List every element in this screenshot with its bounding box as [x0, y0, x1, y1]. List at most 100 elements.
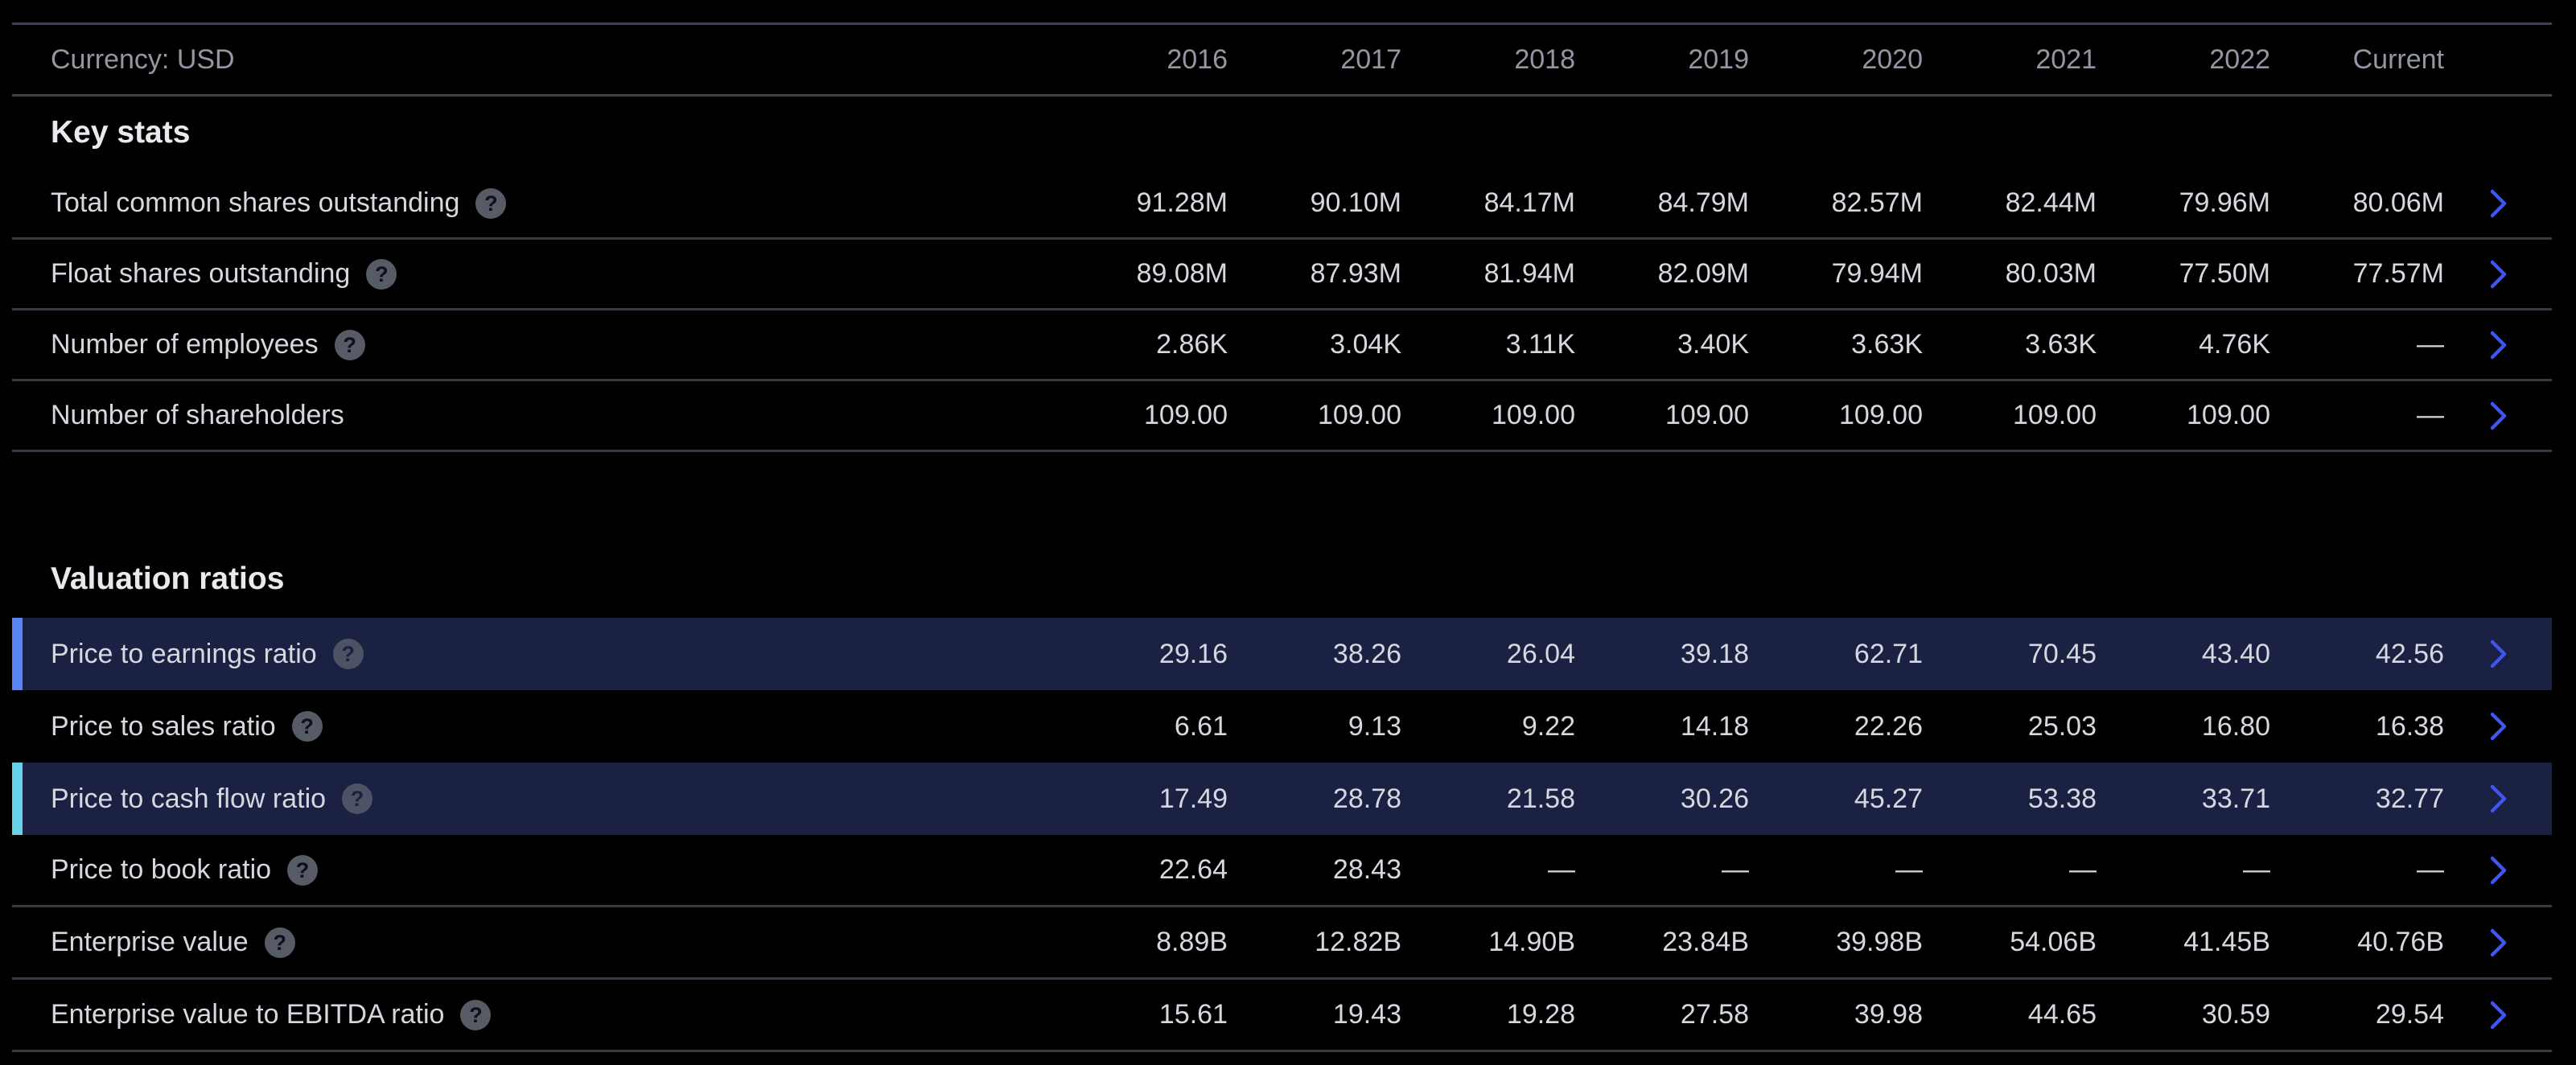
- column-header-2022: 2022: [2097, 44, 2270, 76]
- cell-value: 39.18: [1680, 638, 1749, 669]
- cell-value: 39.98: [1854, 999, 1923, 1030]
- row-expand-chevron[interactable]: [2444, 310, 2552, 379]
- column-header-2018: 2018: [1401, 44, 1575, 76]
- table-row[interactable]: Price to earnings ratio? 29.16 38.26 26.04 3…: [12, 618, 2552, 690]
- row-label: Price to book ratio: [51, 854, 272, 885]
- row-label: Number of shareholders: [51, 400, 344, 430]
- row-label-cell: Float shares outstanding?: [12, 258, 1054, 290]
- cell-value: 79.94M: [1831, 258, 1923, 289]
- cell-value: 21.58: [1506, 783, 1575, 814]
- row-expand-chevron[interactable]: [2444, 690, 2552, 763]
- table-row[interactable]: Total common shares outstanding? 91.28M 90…: [12, 169, 2552, 240]
- cell-value: 82.09M: [1657, 258, 1749, 289]
- row-expand-chevron[interactable]: [2444, 980, 2552, 1050]
- column-header-2020: 2020: [1749, 44, 1923, 76]
- cell-value: 40.76B: [2357, 927, 2444, 957]
- row-expand-chevron[interactable]: [2444, 169, 2552, 237]
- column-header-label: 2017: [1340, 43, 1401, 75]
- help-icon[interactable]: ?: [332, 639, 364, 669]
- cell-value: 44.65: [2027, 999, 2097, 1030]
- cell-value: 27.58: [1680, 999, 1749, 1030]
- cell-value: —: [2069, 854, 2097, 885]
- cell-value: 32.77: [2375, 783, 2444, 814]
- cell-value: 19.43: [1332, 999, 1401, 1030]
- cell-value: 3.11K: [1505, 329, 1575, 360]
- table-row[interactable]: Number of employees? 2.86K 3.04K 3.11K 3.40K…: [12, 310, 2552, 381]
- help-icon[interactable]: ?: [460, 999, 492, 1030]
- table-row[interactable]: Price to sales ratio? 6.61 9.13 9.22 14.18 22…: [12, 690, 2552, 763]
- column-header-2017: 2017: [1228, 44, 1401, 76]
- currency-indicator: Currency: USD: [12, 44, 1054, 76]
- cell-value: 8.89B: [1156, 927, 1228, 957]
- cell-value: 79.96M: [2179, 187, 2270, 218]
- cell-value: 33.71: [2201, 783, 2270, 814]
- cell-value: 81.94M: [1483, 258, 1575, 289]
- chevron-right-icon: [2490, 1001, 2507, 1029]
- column-header-current: Current: [2270, 44, 2444, 76]
- cell-value: 22.26: [1854, 710, 1923, 742]
- help-icon[interactable]: ?: [287, 854, 319, 886]
- row-label-cell: Total common shares outstanding?: [12, 187, 1054, 219]
- help-icon[interactable]: ?: [342, 783, 373, 814]
- cell-value: 62.71: [1854, 638, 1923, 669]
- section-title: Key stats: [51, 115, 191, 150]
- cell-value: 28.78: [1332, 783, 1401, 814]
- row-expand-chevron[interactable]: [2444, 835, 2552, 905]
- table-row[interactable]: Float shares outstanding? 89.08M 87.93M 81.…: [12, 240, 2552, 310]
- help-icon[interactable]: ?: [366, 258, 397, 290]
- cell-value: 30.26: [1680, 783, 1749, 814]
- row-expand-chevron[interactable]: [2444, 381, 2552, 450]
- cell-value: 70.45: [2027, 638, 2097, 669]
- cell-value: 109.00: [1318, 400, 1401, 430]
- cell-value: 17.49: [1158, 783, 1228, 814]
- column-header-label: 2019: [1688, 43, 1749, 75]
- header-chevron-spacer: [2444, 25, 2552, 94]
- chevron-right-icon: [2490, 639, 2507, 668]
- cell-value: 91.28M: [1136, 187, 1228, 218]
- cell-value: 77.57M: [2352, 258, 2444, 289]
- cell-value: 2.86K: [1156, 329, 1228, 360]
- cell-value: 53.38: [2027, 783, 2097, 814]
- row-expand-chevron[interactable]: [2444, 907, 2552, 977]
- table-row[interactable]: Enterprise value? 8.89B 12.82B 14.90B 23.84B…: [12, 907, 2552, 980]
- cell-value: 6.61: [1174, 710, 1228, 742]
- help-icon[interactable]: ?: [334, 329, 365, 360]
- row-expand-chevron[interactable]: [2444, 240, 2552, 308]
- help-icon[interactable]: ?: [475, 187, 507, 219]
- row-expand-chevron[interactable]: [2444, 763, 2552, 835]
- table-row[interactable]: Price to cash flow ratio? 17.49 28.78 21.58…: [12, 763, 2552, 835]
- column-header-label: 2021: [2035, 43, 2097, 75]
- chevron-right-icon: [2490, 260, 2507, 288]
- cell-value: 30.59: [2201, 999, 2270, 1030]
- cell-value: 4.76K: [2199, 329, 2270, 360]
- help-icon[interactable]: ?: [291, 711, 323, 742]
- row-label: Price to cash flow ratio: [51, 783, 327, 814]
- row-label-cell: Price to sales ratio?: [12, 711, 1054, 742]
- cell-value: 54.06B: [2010, 927, 2097, 957]
- cell-value: 22.64: [1158, 854, 1228, 885]
- row-expand-chevron[interactable]: [2444, 618, 2552, 690]
- section-title: Valuation ratios: [51, 561, 285, 596]
- cell-value: —: [2243, 854, 2270, 885]
- row-label: Price to earnings ratio: [51, 638, 317, 669]
- cell-value: 87.93M: [1310, 258, 1401, 289]
- cell-value: 23.84B: [1662, 927, 1749, 957]
- cell-value: 109.00: [1839, 400, 1923, 430]
- section-gap: [12, 452, 2552, 541]
- help-icon[interactable]: ?: [264, 927, 295, 958]
- cell-value: 3.63K: [2025, 329, 2097, 360]
- cell-value: 109.00: [1492, 400, 1575, 430]
- table-row[interactable]: Number of shareholders 109.00 109.00 109.00…: [12, 381, 2552, 452]
- cell-value: —: [1548, 854, 1575, 885]
- cell-value: —: [2417, 329, 2444, 360]
- cell-value: 16.80: [2201, 710, 2270, 742]
- cell-value: 9.13: [1348, 710, 1401, 742]
- table-row[interactable]: Price to book ratio? 22.64 28.43 — — — — — —: [12, 835, 2552, 907]
- row-label: Total common shares outstanding: [51, 187, 460, 218]
- cell-value: 109.00: [1144, 400, 1228, 430]
- cell-value: 109.00: [2187, 400, 2270, 430]
- cell-value: 84.79M: [1657, 187, 1749, 218]
- chevron-right-icon: [2490, 189, 2507, 217]
- column-header-label: 2016: [1167, 43, 1228, 75]
- table-row[interactable]: Enterprise value to EBITDA ratio? 15.61 19…: [12, 980, 2552, 1052]
